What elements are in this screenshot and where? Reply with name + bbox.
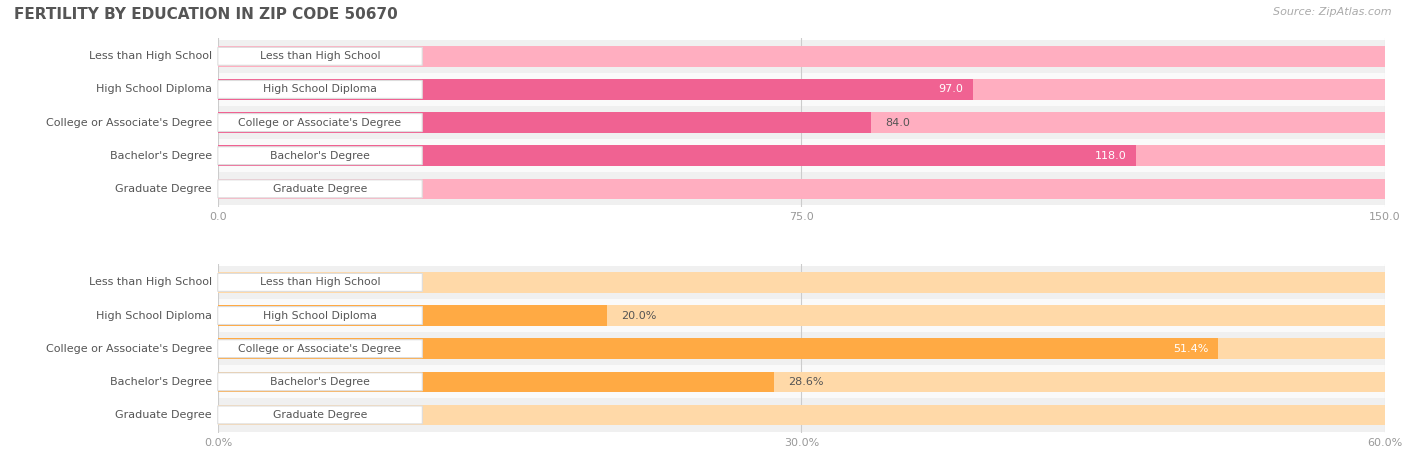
- Bar: [218, 372, 1385, 392]
- FancyBboxPatch shape: [218, 180, 422, 198]
- Text: 0.0: 0.0: [233, 184, 250, 194]
- Text: 84.0: 84.0: [886, 118, 910, 128]
- Bar: [218, 338, 1385, 359]
- FancyBboxPatch shape: [218, 307, 422, 325]
- FancyBboxPatch shape: [218, 114, 422, 131]
- Text: Graduate Degree: Graduate Degree: [273, 184, 367, 194]
- Text: Less than High School: Less than High School: [89, 278, 212, 288]
- Bar: [218, 338, 1218, 359]
- Bar: [218, 79, 1385, 99]
- Text: 51.4%: 51.4%: [1173, 344, 1208, 354]
- Text: College or Associate's Degree: College or Associate's Degree: [239, 118, 402, 128]
- FancyBboxPatch shape: [218, 273, 422, 291]
- Bar: [218, 139, 1385, 172]
- Text: Bachelor's Degree: Bachelor's Degree: [110, 151, 212, 161]
- Bar: [218, 266, 1385, 299]
- FancyBboxPatch shape: [218, 80, 422, 99]
- Text: Graduate Degree: Graduate Degree: [115, 184, 212, 194]
- Bar: [218, 40, 1385, 73]
- Bar: [218, 405, 1385, 425]
- Bar: [218, 272, 1385, 293]
- FancyBboxPatch shape: [218, 373, 422, 391]
- Text: 0.0%: 0.0%: [233, 410, 262, 420]
- Text: 20.0%: 20.0%: [621, 310, 657, 320]
- FancyBboxPatch shape: [218, 47, 422, 65]
- Bar: [218, 79, 973, 99]
- FancyBboxPatch shape: [218, 406, 422, 424]
- Bar: [218, 146, 1385, 166]
- Bar: [218, 332, 1385, 365]
- Bar: [218, 112, 872, 133]
- Bar: [218, 106, 1385, 139]
- Text: Less than High School: Less than High School: [260, 278, 380, 288]
- Bar: [218, 146, 1136, 166]
- Text: 0.0: 0.0: [233, 51, 250, 61]
- FancyBboxPatch shape: [218, 340, 422, 357]
- Text: College or Associate's Degree: College or Associate's Degree: [46, 118, 212, 128]
- Text: High School Diploma: High School Diploma: [263, 84, 377, 94]
- Text: 28.6%: 28.6%: [789, 377, 824, 387]
- Bar: [218, 112, 1385, 133]
- Text: Source: ZipAtlas.com: Source: ZipAtlas.com: [1274, 7, 1392, 17]
- FancyBboxPatch shape: [218, 147, 422, 165]
- Bar: [218, 305, 1385, 326]
- Text: High School Diploma: High School Diploma: [96, 310, 212, 320]
- Bar: [218, 172, 1385, 206]
- Text: College or Associate's Degree: College or Associate's Degree: [239, 344, 402, 354]
- Bar: [218, 73, 1385, 106]
- Text: Less than High School: Less than High School: [260, 51, 380, 61]
- Text: Graduate Degree: Graduate Degree: [115, 410, 212, 420]
- Bar: [218, 299, 1385, 332]
- Bar: [218, 305, 607, 326]
- Text: 97.0: 97.0: [938, 84, 963, 94]
- Text: Graduate Degree: Graduate Degree: [273, 410, 367, 420]
- Text: Bachelor's Degree: Bachelor's Degree: [110, 377, 212, 387]
- Text: Bachelor's Degree: Bachelor's Degree: [270, 377, 370, 387]
- Bar: [218, 398, 1385, 432]
- Bar: [218, 365, 1385, 398]
- Bar: [218, 46, 1385, 67]
- Text: Bachelor's Degree: Bachelor's Degree: [270, 151, 370, 161]
- Bar: [218, 372, 775, 392]
- Text: 118.0: 118.0: [1095, 151, 1126, 161]
- Text: High School Diploma: High School Diploma: [96, 84, 212, 94]
- Bar: [218, 178, 1385, 199]
- Text: FERTILITY BY EDUCATION IN ZIP CODE 50670: FERTILITY BY EDUCATION IN ZIP CODE 50670: [14, 7, 398, 22]
- Text: College or Associate's Degree: College or Associate's Degree: [46, 344, 212, 354]
- Text: 0.0%: 0.0%: [233, 278, 262, 288]
- Text: Less than High School: Less than High School: [89, 51, 212, 61]
- Text: High School Diploma: High School Diploma: [263, 310, 377, 320]
